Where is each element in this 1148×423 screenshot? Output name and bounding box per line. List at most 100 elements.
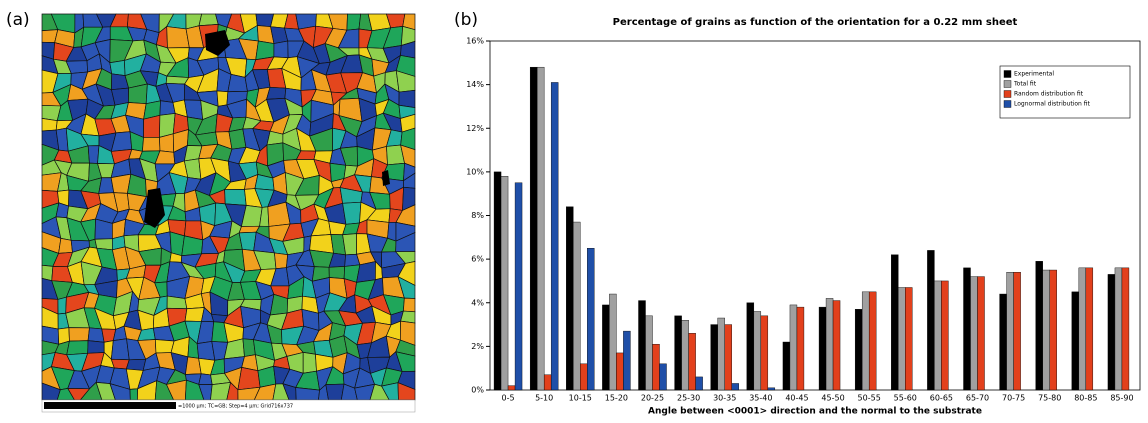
x-tick-label: 55-60 — [894, 394, 917, 403]
grain — [41, 264, 54, 282]
grain — [109, 60, 126, 77]
bar — [1121, 267, 1130, 391]
bar — [963, 267, 971, 391]
grain — [87, 340, 105, 354]
grain — [125, 358, 147, 371]
grain — [68, 327, 90, 342]
bar — [638, 300, 646, 391]
y-tick-label: 2% — [471, 342, 484, 351]
grain — [184, 307, 205, 322]
x-axis-label: Angle between <0001> direction and the n… — [648, 407, 982, 417]
y-tick-label: 0% — [471, 386, 484, 395]
bar — [999, 293, 1007, 391]
bar — [550, 82, 559, 391]
bar — [1035, 261, 1043, 391]
bar — [927, 250, 935, 391]
x-tick-label: 50-55 — [858, 394, 881, 403]
bar — [616, 352, 624, 391]
panel-label: (b) — [454, 10, 478, 30]
bar — [536, 66, 545, 391]
grain-map — [41, 13, 416, 401]
grain — [302, 351, 317, 374]
x-tick-label: 5-10 — [535, 394, 553, 403]
legend-swatch — [1003, 100, 1012, 108]
bar — [789, 304, 798, 391]
x-tick-label: 30-35 — [713, 394, 736, 403]
bar — [580, 363, 588, 391]
bar — [767, 387, 776, 391]
grain — [142, 137, 161, 152]
grain — [227, 73, 248, 93]
grain — [198, 373, 213, 385]
y-tick-label: 14% — [466, 80, 484, 89]
bar — [587, 248, 595, 391]
grain — [66, 340, 89, 356]
y-tick-label: 12% — [466, 124, 484, 133]
bar — [854, 309, 863, 391]
bar — [1114, 267, 1123, 391]
y-tick-label: 6% — [471, 255, 484, 264]
grain — [159, 133, 175, 153]
bar — [760, 315, 769, 391]
bar — [1107, 274, 1116, 391]
bar — [818, 306, 827, 391]
bar — [905, 287, 913, 391]
void — [144, 188, 165, 228]
legend-label: Total fit — [1013, 81, 1037, 88]
x-tick-label: 85-90 — [1110, 394, 1133, 403]
grain — [198, 13, 219, 27]
chart-title: Percentage of grains as function of the … — [613, 17, 1018, 28]
bar — [507, 385, 516, 391]
legend-label: Random distribution fit — [1014, 91, 1084, 98]
bar — [659, 363, 667, 391]
bar — [1078, 267, 1087, 391]
bar — [796, 306, 805, 391]
bar — [573, 221, 581, 391]
legend-label: Experimental — [1014, 71, 1054, 78]
x-tick-label: 0-5 — [502, 394, 515, 403]
grain — [41, 117, 58, 132]
bar — [782, 341, 791, 391]
grain — [403, 297, 416, 313]
bar — [941, 280, 949, 391]
grain — [255, 40, 275, 61]
bar — [724, 324, 732, 391]
y-tick-label: 10% — [466, 167, 484, 176]
void — [382, 170, 390, 186]
legend-box — [999, 65, 1131, 119]
bar — [1006, 272, 1014, 391]
bar — [753, 311, 762, 391]
bar — [1013, 272, 1021, 391]
grain — [87, 145, 100, 164]
grain — [57, 296, 67, 315]
bar — [832, 300, 841, 391]
grain — [398, 89, 416, 109]
y-tick-label: 4% — [471, 298, 484, 307]
bar — [970, 276, 978, 391]
bar — [891, 254, 899, 391]
x-tick-label: 35-40 — [749, 394, 772, 403]
grain — [129, 388, 139, 401]
grain — [238, 231, 257, 251]
grain — [325, 383, 345, 401]
x-tick-label: 65-70 — [966, 394, 989, 403]
bar — [934, 280, 942, 391]
grain — [342, 201, 362, 225]
x-tick-label: 70-75 — [1002, 394, 1025, 403]
grain — [295, 387, 320, 401]
bar — [514, 182, 523, 391]
bar — [746, 302, 755, 391]
x-tick-label: 75-80 — [1038, 394, 1061, 403]
x-tick-label: 40-45 — [785, 394, 808, 403]
grain — [224, 189, 247, 206]
bar — [1042, 269, 1050, 391]
bar — [717, 317, 725, 391]
bar — [1049, 269, 1057, 391]
grain — [216, 90, 229, 107]
bar — [731, 383, 739, 391]
grain — [387, 222, 397, 242]
scale-bar — [44, 402, 176, 409]
bar — [688, 333, 696, 391]
x-tick-label: 60-65 — [930, 394, 953, 403]
x-tick-label: 10-15 — [569, 394, 592, 403]
